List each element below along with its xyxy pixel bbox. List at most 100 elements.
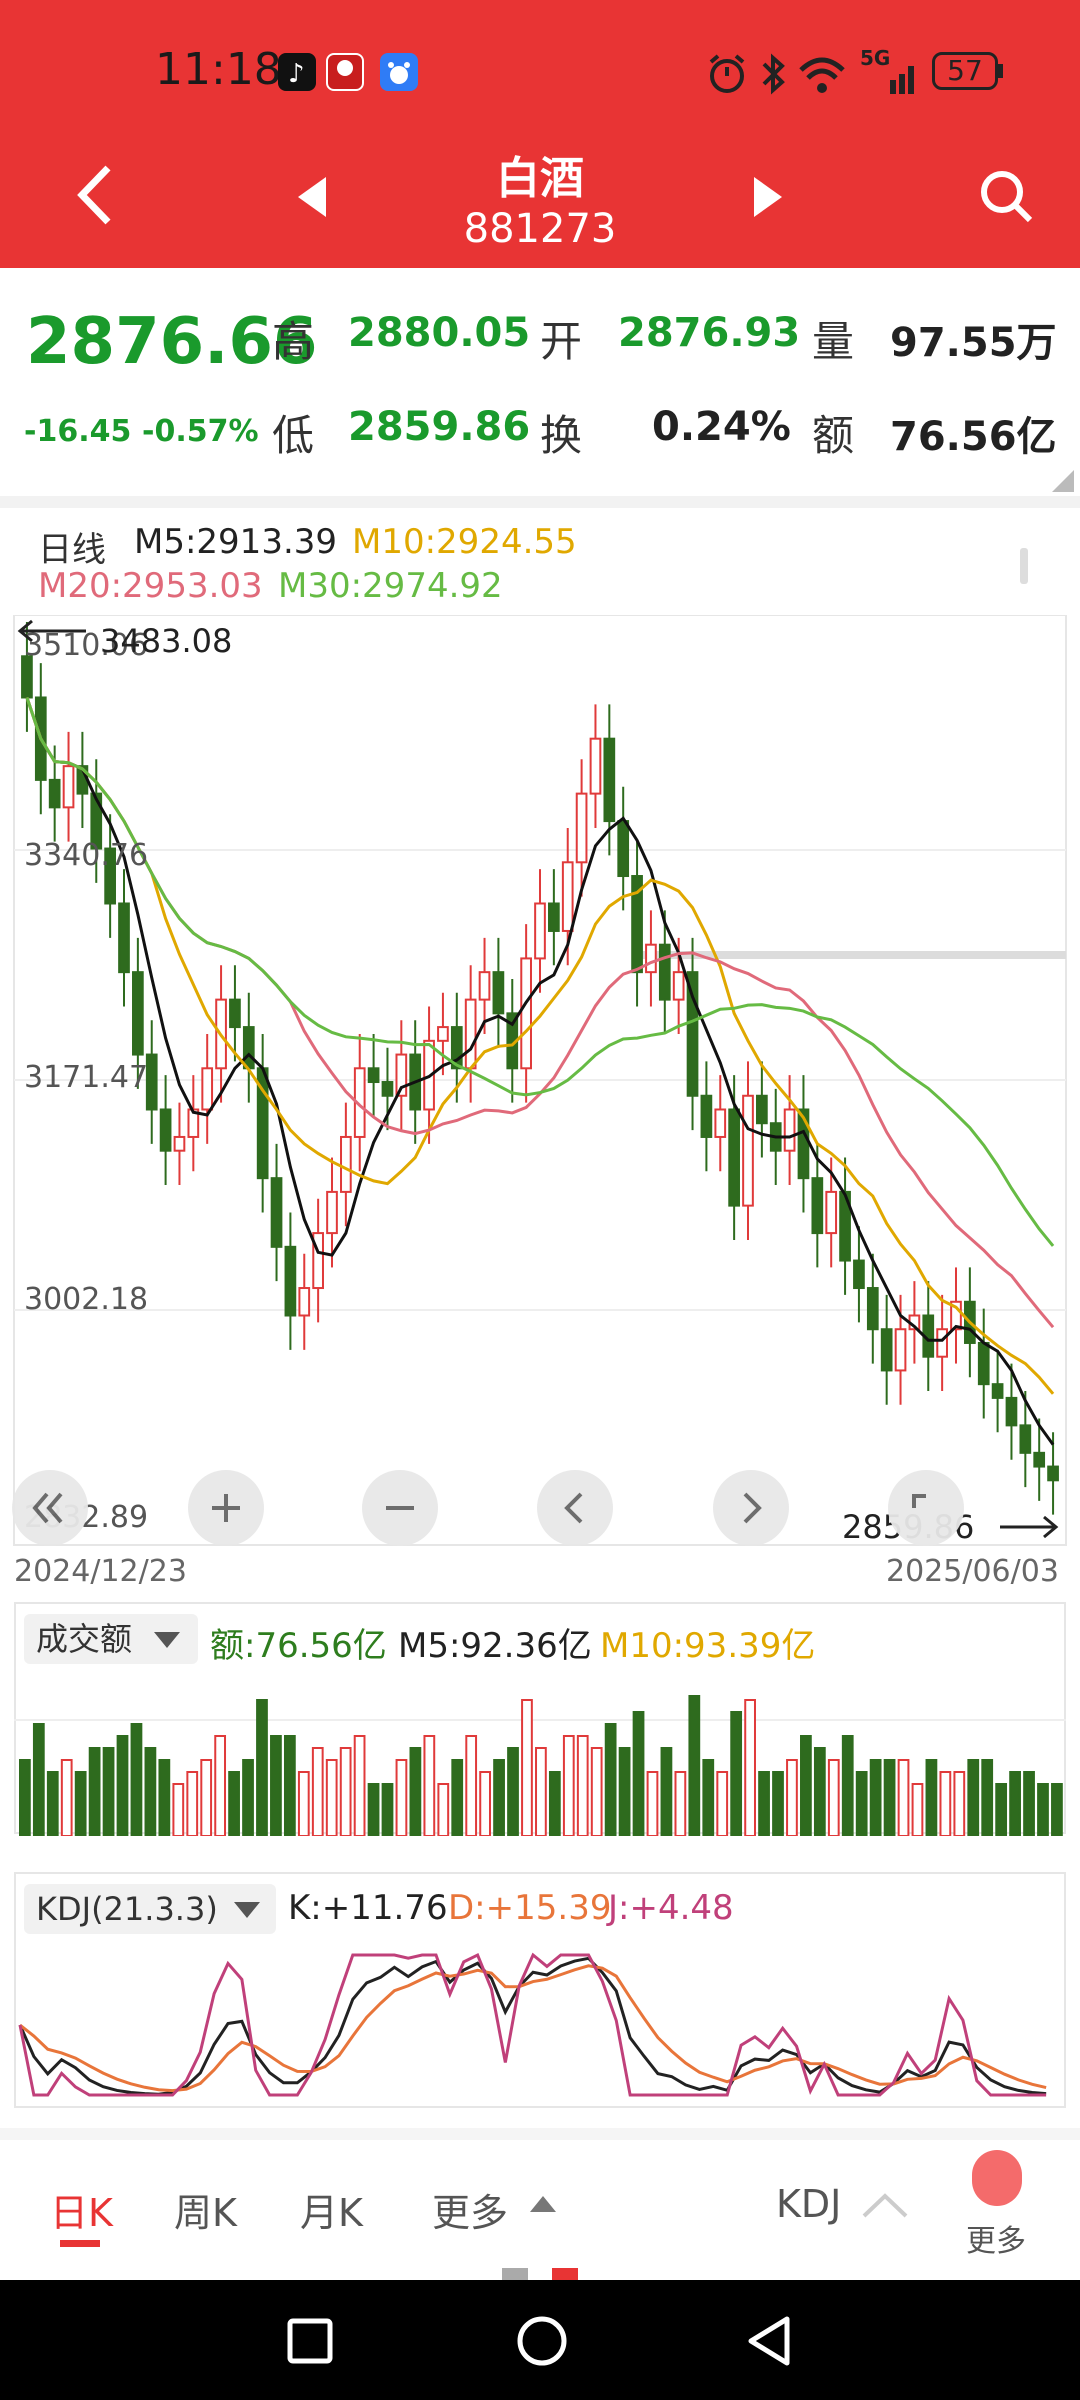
candle <box>645 943 657 974</box>
candle <box>700 1094 713 1138</box>
volume-bar <box>841 1735 854 1836</box>
volume-bar <box>576 1735 589 1836</box>
volume-bar <box>116 1735 129 1836</box>
volume-bar <box>800 1735 812 1836</box>
tab-indicator-kdj[interactable]: KDJ <box>776 2182 842 2226</box>
candle <box>783 1108 796 1152</box>
candle <box>381 1081 394 1097</box>
volume-bar <box>660 1747 673 1836</box>
volume-bar <box>562 1735 575 1836</box>
volume-bar <box>730 1711 743 1836</box>
candle <box>991 1383 1004 1399</box>
min-arrow-icon <box>1000 1512 1060 1546</box>
volume-bar <box>618 1747 631 1836</box>
candle <box>880 1328 893 1372</box>
candle <box>492 971 505 1015</box>
kdj-j-line <box>18 1952 1047 2097</box>
more-menu-label[interactable]: 更多 <box>966 2224 1026 2259</box>
candle <box>1019 1424 1032 1454</box>
volume-bar <box>214 1735 227 1836</box>
volume-bar <box>744 1699 756 1836</box>
section-divider <box>0 496 1080 508</box>
volume-ma5: M5:92.36亿 <box>398 1626 592 1666</box>
candle <box>825 1190 838 1235</box>
high-value: 2880.05 <box>348 310 531 356</box>
zoom-in-button[interactable] <box>188 1470 264 1546</box>
volume-bar <box>409 1747 422 1836</box>
kdj-chart[interactable] <box>14 1935 1066 2105</box>
volume-bar <box>548 1771 561 1836</box>
volume-bar <box>632 1711 645 1836</box>
kline-chart[interactable] <box>0 615 1080 1550</box>
volume-bar <box>270 1735 282 1836</box>
candle <box>728 1108 740 1207</box>
zoom-out-button[interactable] <box>362 1470 438 1546</box>
candle <box>756 1094 768 1125</box>
candle <box>1047 1465 1059 1482</box>
home-button[interactable] <box>515 2314 569 2372</box>
kdj-j-value: J:+4.48 <box>608 1888 734 1928</box>
dropdown-icon <box>152 1630 182 1654</box>
expand-corner-icon[interactable] <box>1052 470 1074 496</box>
prev-stock-icon[interactable] <box>296 175 330 223</box>
next-stock-icon[interactable] <box>750 175 784 223</box>
chart-settings-handle[interactable] <box>1020 548 1028 584</box>
ma30-line <box>25 697 1055 1247</box>
volume-bar <box>353 1735 366 1836</box>
kdj-k-line <box>18 1956 1047 2096</box>
volume-bar <box>883 1759 896 1836</box>
tab-week-k[interactable]: 周K <box>174 2191 237 2235</box>
candle <box>464 998 477 1070</box>
circle-icon <box>517 2316 567 2366</box>
stock-code: 881273 <box>463 206 617 252</box>
more-menu-icon[interactable] <box>972 2150 1022 2206</box>
candle <box>575 792 588 864</box>
scroll-right-button[interactable] <box>713 1470 789 1546</box>
signal-icon <box>860 66 915 98</box>
volume-bar <box>925 1759 938 1836</box>
candle <box>686 971 699 1097</box>
fullscreen-button[interactable] <box>888 1470 964 1546</box>
kdj-selector[interactable]: KDJ(21.3.3) <box>24 1884 276 1934</box>
search-icon[interactable] <box>978 168 1034 228</box>
candle <box>284 1245 297 1317</box>
candle <box>229 998 241 1029</box>
candle <box>298 1287 311 1317</box>
candle <box>132 971 144 1056</box>
tabs-divider <box>0 2128 1080 2140</box>
volume-bar <box>590 1747 603 1836</box>
volume-chart[interactable] <box>14 1660 1066 1836</box>
battery-tip <box>998 64 1003 78</box>
tab-month-k[interactable]: 月K <box>300 2191 363 2235</box>
volume-bar <box>897 1759 910 1836</box>
candle <box>811 1177 824 1235</box>
candle <box>658 943 671 1001</box>
back-icon[interactable] <box>70 160 120 234</box>
y-label-4: 3002.18 <box>24 1282 149 1317</box>
recent-apps-button[interactable] <box>285 2316 335 2370</box>
candle <box>62 765 75 809</box>
volume-bar <box>911 1783 924 1836</box>
volume-bar <box>604 1723 617 1836</box>
tab-more-periods[interactable]: 更多 <box>432 2191 509 2235</box>
candle <box>1033 1451 1046 1468</box>
scroll-left-button[interactable] <box>537 1470 613 1546</box>
candle <box>631 875 643 974</box>
tab-active-indicator <box>60 2240 100 2247</box>
volume-bar <box>813 1747 826 1836</box>
open-value: 2876.93 <box>618 310 801 356</box>
volume-bar <box>451 1759 464 1836</box>
tab-day-k[interactable]: 日K <box>50 2191 113 2235</box>
ma30-legend: M30:2974.92 <box>278 566 503 606</box>
back-button[interactable] <box>745 2314 795 2372</box>
volume-bar <box>186 1771 199 1836</box>
candle <box>936 1328 948 1358</box>
max-price-marker: 3483.08 <box>100 622 233 660</box>
expand-icon <box>912 1494 926 1508</box>
minus-icon <box>386 1506 414 1510</box>
volume-bar <box>172 1783 185 1836</box>
zoom-out-full-button[interactable] <box>12 1470 88 1546</box>
svg-text:♪: ♪ <box>288 59 305 89</box>
volume-bar <box>688 1695 701 1836</box>
volume-bar <box>297 1771 310 1836</box>
